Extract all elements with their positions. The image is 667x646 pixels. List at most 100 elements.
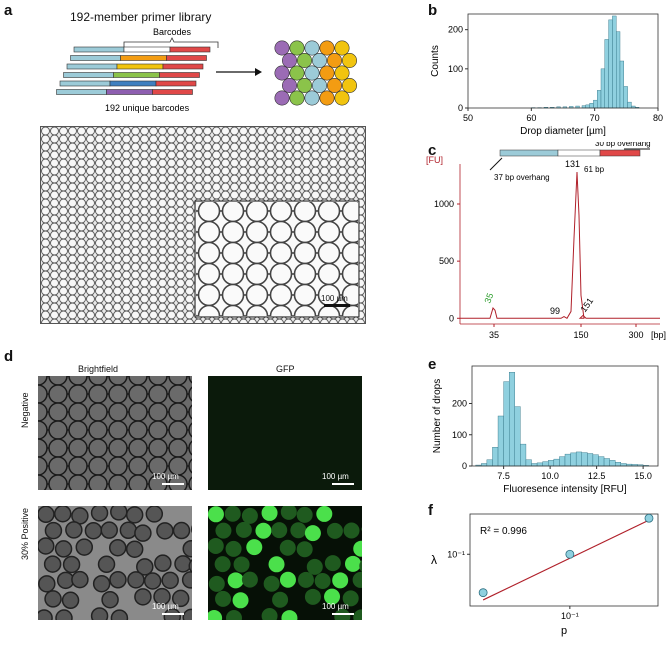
x-tick-label: 300	[628, 330, 643, 340]
bead	[297, 77, 313, 93]
scale-bar-d1	[162, 483, 184, 485]
panel-a-title: 192-member primer library	[70, 10, 212, 24]
bead	[289, 40, 305, 56]
droplet	[208, 537, 224, 554]
hist-bar	[525, 459, 532, 467]
primer-1-barcode	[120, 55, 167, 61]
droplet	[271, 522, 288, 539]
row-positive: 30% Positive	[20, 507, 30, 560]
x-tick-label: 50	[463, 113, 473, 123]
bead	[319, 65, 335, 81]
peak-label-99: 99	[550, 306, 560, 316]
droplet	[279, 571, 296, 588]
droplet	[182, 539, 192, 558]
hist-bar	[581, 452, 588, 467]
hist-bar	[593, 99, 598, 109]
bead	[334, 65, 350, 81]
bead	[289, 65, 305, 81]
panel-label-f: f	[428, 502, 433, 519]
primer-5-left	[56, 89, 107, 95]
hist-bar	[564, 453, 571, 467]
bead	[319, 40, 335, 56]
bead	[282, 52, 298, 68]
droplet	[156, 522, 174, 540]
droplet	[125, 540, 144, 558]
overhang-right-label: 30 bp overhang	[595, 142, 651, 148]
droplet	[246, 539, 263, 556]
primer-2-right	[162, 63, 204, 70]
droplet	[97, 555, 116, 574]
bead	[274, 40, 290, 56]
primer-0-right	[169, 46, 211, 53]
scale-bar-d2	[332, 483, 354, 485]
droplet	[90, 506, 109, 522]
droplet	[110, 609, 129, 620]
hist-bar	[514, 406, 521, 467]
droplet	[215, 590, 232, 607]
droplet	[119, 521, 138, 540]
y-axis-label: Number of drops	[432, 379, 443, 453]
y-axis-label: λ	[431, 553, 437, 567]
row-negative: Negative	[20, 392, 30, 428]
hist-bar	[575, 451, 582, 467]
droplet	[343, 522, 360, 539]
panel-label-d: d	[4, 348, 14, 365]
hist-bar	[598, 456, 605, 467]
hist-bar	[609, 460, 616, 467]
droplet	[172, 521, 191, 540]
data-point-0	[478, 588, 488, 598]
data-point-2	[644, 513, 654, 523]
droplet	[296, 541, 313, 558]
hist-bar	[627, 101, 632, 109]
droplet	[281, 610, 298, 620]
droplet	[297, 571, 314, 588]
droplet	[145, 506, 164, 523]
droplet	[182, 608, 192, 620]
primer-5-barcode	[106, 89, 153, 95]
hist-bar	[508, 372, 515, 467]
hist-bar	[592, 454, 599, 467]
y-tick-label: 200	[452, 399, 467, 409]
droplet	[174, 555, 192, 573]
droplet	[272, 591, 289, 608]
x-tick-label: 10⁻¹	[561, 611, 579, 621]
hist-bar	[615, 462, 622, 467]
droplet	[255, 522, 272, 539]
hist-bar	[486, 459, 493, 467]
x-tick-label: 70	[590, 113, 600, 123]
x-axis-label: p	[561, 625, 567, 637]
panel-label-b: b	[428, 2, 438, 19]
primer-1-right	[166, 55, 207, 61]
bead	[341, 52, 357, 68]
x-tick-label: 10.0	[541, 471, 559, 481]
hist-bar	[596, 90, 602, 109]
hist-bar	[589, 103, 594, 109]
axes-frame	[471, 365, 659, 467]
droplet	[227, 572, 244, 589]
droplet	[208, 575, 225, 592]
construct-left	[499, 149, 559, 157]
bead	[334, 40, 350, 56]
droplet	[352, 571, 362, 588]
droplet	[353, 540, 362, 557]
primer-1-left	[70, 55, 121, 61]
scale-bar-d4	[332, 613, 354, 615]
x-tick-label: 7.5	[497, 471, 510, 481]
col-gfp: GFP	[276, 364, 295, 374]
droplet	[233, 556, 250, 573]
droplet	[268, 556, 285, 573]
hist-bar	[612, 15, 617, 109]
axes-frame	[467, 13, 659, 109]
x-unit: [bp]	[651, 330, 666, 340]
y-axis-label: Counts	[430, 45, 441, 77]
droplet	[136, 558, 154, 576]
droplet	[225, 610, 242, 620]
droplet	[125, 506, 144, 524]
hist-bar	[503, 381, 510, 467]
bead	[311, 77, 327, 93]
hist-bar	[615, 31, 621, 109]
x-tick-label: 60	[526, 113, 536, 123]
primer-4-barcode	[109, 80, 157, 87]
droplet	[55, 609, 73, 620]
primer-2-left	[66, 63, 118, 70]
